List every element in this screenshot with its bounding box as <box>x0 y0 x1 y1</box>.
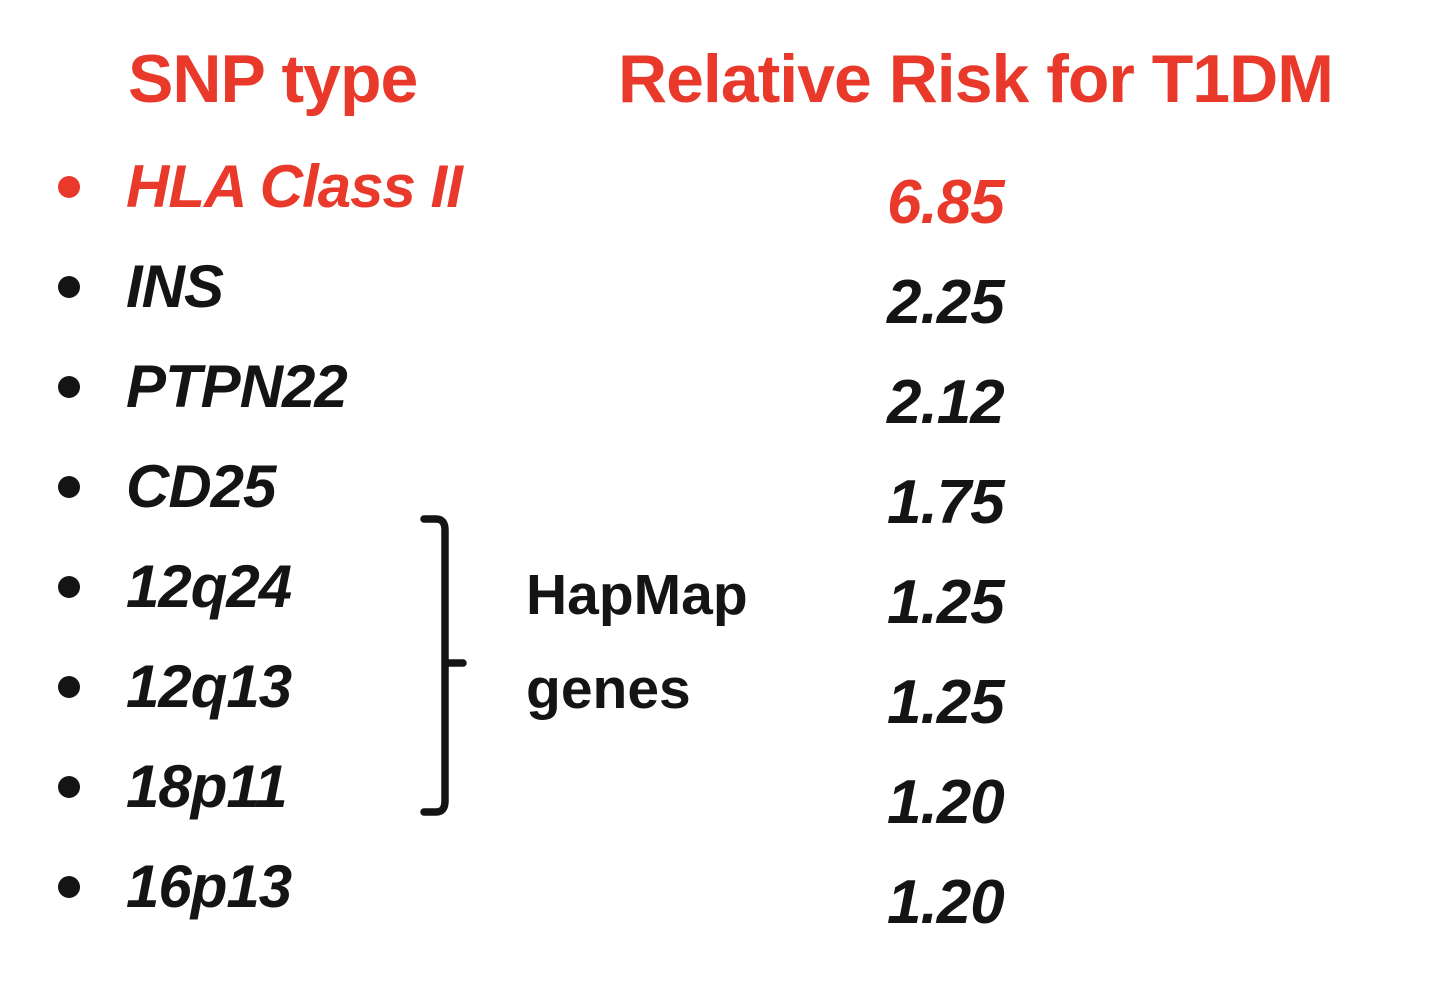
risk-value: 1.20 <box>887 867 1005 937</box>
risk-value: 1.75 <box>887 467 1005 537</box>
risk-value: 1.25 <box>887 567 1005 637</box>
bullet-icon <box>58 576 80 598</box>
risk-value: 6.85 <box>887 167 1005 237</box>
risk-value: 2.12 <box>887 367 1005 437</box>
snp-label: HLA Class II <box>126 152 463 220</box>
snp-label: 12q24 <box>126 552 292 620</box>
snp-label: 18p11 <box>126 752 288 820</box>
risk-value-list: 6.85 2.25 2.12 1.75 1.25 1.25 1.20 1.20 <box>887 152 1005 952</box>
snp-item: CD25 <box>58 436 462 536</box>
hapmap-genes-label-line2: genes <box>526 657 691 721</box>
snp-label: PTPN22 <box>126 352 348 420</box>
column-header-snp-type: SNP type <box>128 41 418 117</box>
hapmap-group-bracket-icon <box>420 515 467 816</box>
bullet-icon <box>58 176 80 198</box>
snp-list: HLA Class II INS PTPN22 CD25 12q24 12q13 18p11… <box>58 136 463 936</box>
column-header-relative-risk: Relative Risk for T1DM <box>618 41 1334 117</box>
snp-item: PTPN22 <box>58 336 462 436</box>
snp-label: 12q13 <box>126 652 292 720</box>
bullet-icon <box>58 876 80 898</box>
snp-item: 12q13 <box>58 636 462 736</box>
snp-label: INS <box>126 252 224 320</box>
snp-label: 16p13 <box>126 852 292 920</box>
hapmap-genes-label-line1: HapMap <box>526 563 748 627</box>
bullet-icon <box>58 776 80 798</box>
snp-label: CD25 <box>126 452 276 520</box>
snp-item: 12q24 <box>58 536 462 636</box>
snp-item: INS <box>58 236 462 336</box>
bullet-icon <box>58 376 80 398</box>
bullet-icon <box>58 676 80 698</box>
risk-value: 2.25 <box>887 267 1005 337</box>
bullet-icon <box>58 276 80 298</box>
bullet-icon <box>58 476 80 498</box>
hapmap-genes-label: HapMap genes <box>526 548 748 736</box>
risk-value: 1.25 <box>887 667 1005 737</box>
snp-item: 18p11 <box>58 736 462 836</box>
risk-value: 1.20 <box>887 767 1005 837</box>
snp-item: 16p13 <box>58 836 462 936</box>
snp-item: HLA Class II <box>58 136 463 236</box>
